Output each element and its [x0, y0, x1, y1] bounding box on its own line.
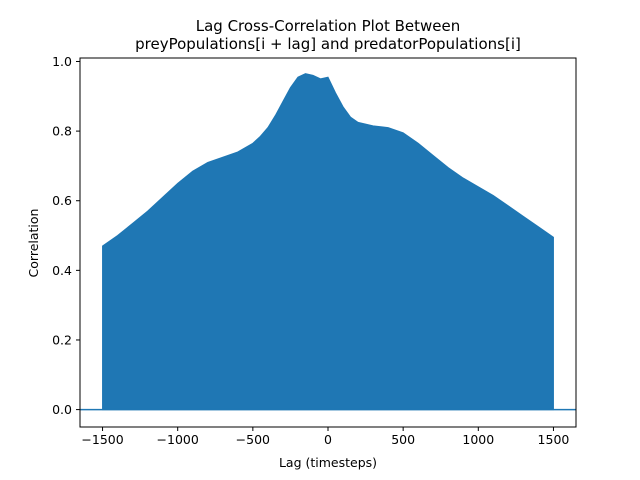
x-tick-label: −1000 — [157, 432, 199, 447]
series-area-0 — [102, 73, 554, 411]
x-tick-label: 1000 — [462, 432, 494, 447]
y-axis-label: Correlation — [26, 209, 41, 278]
plot-area: −1500 −1000 −500 0 500 1000 1500 0.0 0.2 0.4 0.6 0.… — [52, 54, 577, 447]
y-tick-label: 0.2 — [52, 332, 72, 347]
x-tick-label: 0 — [324, 432, 332, 447]
chart-title-line-1: Lag Cross-Correlation Plot Between — [196, 17, 461, 35]
chart-title-line-2: preyPopulations[i + lag] and predatorPop… — [135, 35, 521, 53]
y-tick-label: 0.0 — [52, 402, 72, 417]
x-tick-label: 500 — [391, 432, 415, 447]
x-tick-label: 1500 — [538, 432, 570, 447]
y-tick-label: 0.6 — [52, 193, 72, 208]
x-tick-label: −500 — [236, 432, 270, 447]
x-tick-label: −1500 — [81, 432, 123, 447]
y-tick-label: 0.4 — [52, 263, 72, 278]
y-tick-label: 1.0 — [52, 54, 72, 69]
y-tick-label: 0.8 — [52, 124, 72, 139]
x-axis-label: Lag (timesteps) — [279, 455, 377, 470]
